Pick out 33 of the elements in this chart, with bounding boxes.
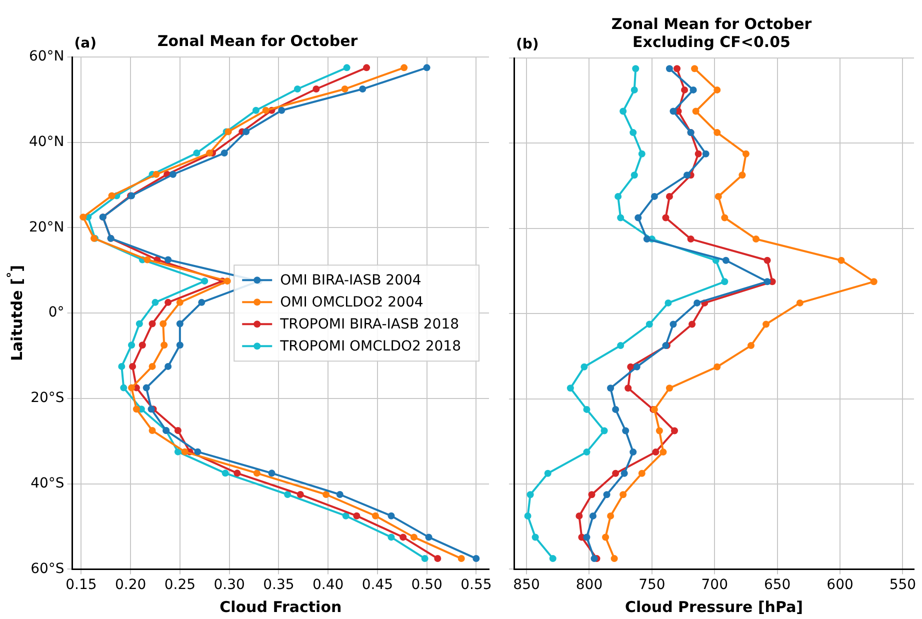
- x-axis-title: Cloud Fraction: [220, 598, 342, 616]
- x-tick-label: 750: [638, 577, 666, 594]
- x-tick-label: 0.25: [164, 577, 196, 594]
- x-tick-label: 700: [701, 577, 728, 594]
- y-tick-label: 20°S: [30, 390, 64, 406]
- x-tick-label: 0.20: [114, 577, 146, 594]
- legend-label: OMI OMCLDO2 2004: [280, 294, 424, 311]
- chart-title: Zonal Mean for October: [157, 32, 358, 50]
- legend-label: OMI BIRA-IASB 2004: [280, 272, 422, 289]
- y-tick-label: 60°S: [30, 560, 64, 577]
- legend-label: TROPOMI OMCLDO2 2018: [279, 338, 462, 355]
- x-tick-label: 550: [889, 577, 916, 594]
- x-tick-label: 0.35: [263, 577, 294, 594]
- text: (a): [74, 36, 97, 52]
- x-axis-title: Cloud Pressure [hPa]: [624, 598, 804, 616]
- y-tick-label: 20°N: [28, 219, 64, 236]
- x-tick-label: 0.50: [411, 577, 442, 594]
- y-tick-label: 40°S: [30, 475, 64, 492]
- x-tick-label: 0.15: [66, 577, 97, 594]
- x-tick-label: 600: [826, 577, 854, 594]
- x-tick-label: 0.40: [312, 577, 344, 594]
- y-tick-label: 0°: [48, 304, 64, 321]
- x-tick-label: 800: [576, 577, 603, 594]
- x-tick-label: 650: [764, 577, 791, 594]
- x-tick-label: 0.30: [214, 577, 245, 594]
- x-tick-label: 0.55: [460, 577, 492, 594]
- legend-label: TROPOMI BIRA-IASB 2018: [279, 316, 460, 333]
- x-tick-label: 850: [513, 577, 540, 594]
- chart-title: Zonal Mean for October Excluding CF<0.05: [611, 14, 812, 51]
- y-tick-label: 60°N: [28, 48, 64, 65]
- text: (b): [516, 36, 539, 53]
- y-tick-label: 40°N: [28, 134, 64, 150]
- x-tick-label: 0.45: [362, 577, 393, 594]
